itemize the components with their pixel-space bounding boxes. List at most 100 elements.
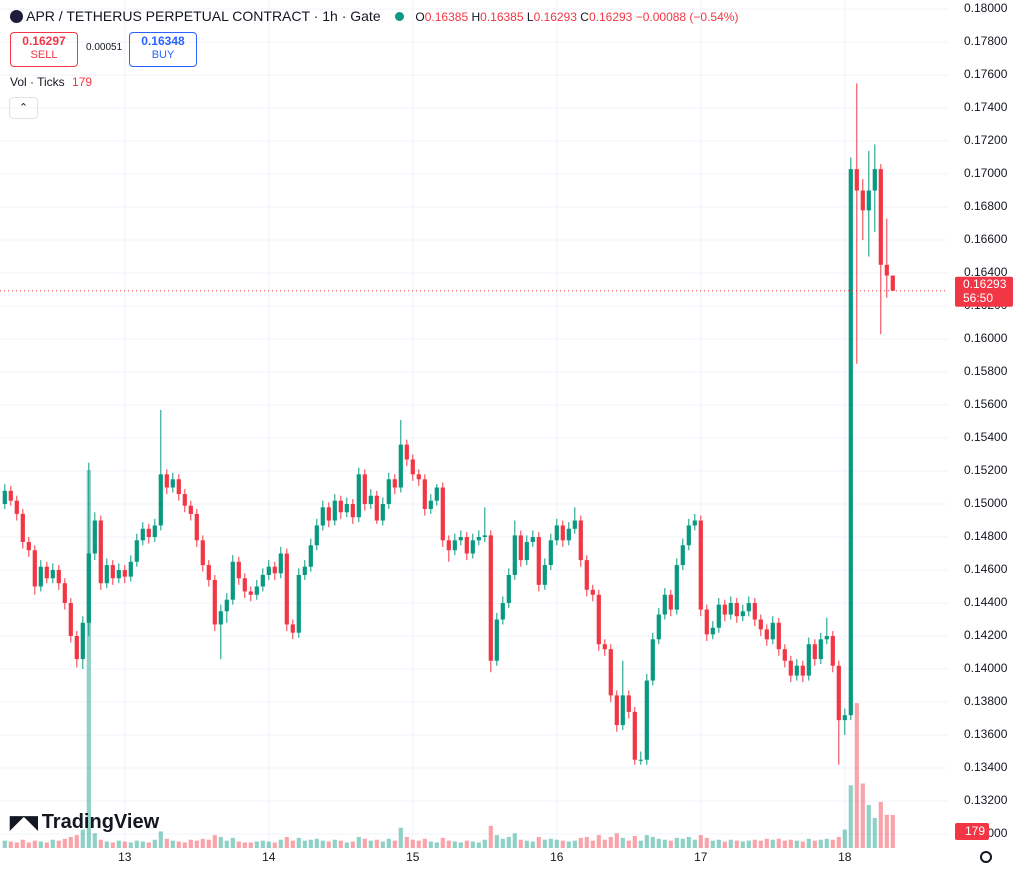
spread: 0.00051 [86, 42, 123, 53]
volume-bar [764, 838, 769, 848]
volume-bar [644, 835, 649, 848]
volume-bar [842, 829, 847, 848]
x-tick-label: 18 [838, 850, 852, 864]
candle-body [662, 594, 667, 615]
volume-bar [254, 841, 259, 848]
candle-body [158, 474, 163, 526]
ohlc-value: 0.16293 [588, 10, 633, 24]
volume-bar [194, 840, 199, 848]
volume-bar [458, 842, 463, 848]
candle-body [800, 665, 805, 676]
volume-bar [488, 825, 493, 848]
volume-bar [104, 841, 109, 848]
y-tick-label: 0.18000 [964, 1, 1008, 15]
volume-bar [284, 836, 289, 848]
collapse-button[interactable]: ⌃ [9, 97, 38, 119]
volume-label: 179 [965, 824, 985, 838]
candle-body [686, 525, 691, 546]
candle-body [368, 495, 373, 505]
candle-body [620, 695, 625, 726]
volume-bar [140, 841, 145, 848]
candle-body [692, 520, 697, 526]
volume-bar [476, 842, 481, 848]
candle-body [374, 495, 379, 521]
volume-bar [212, 835, 217, 848]
candle-body [650, 639, 655, 681]
brand-text: TradingView [41, 811, 160, 833]
candle-body [386, 479, 391, 505]
volume-label-box [955, 823, 989, 841]
ohlc-value: 0.16385 [424, 10, 469, 24]
volume-bar [206, 839, 211, 848]
candle-body [20, 513, 25, 542]
candle-body [518, 535, 523, 561]
candle-body [596, 594, 601, 645]
volume-bar [836, 836, 841, 848]
volume-bar [266, 841, 271, 848]
status-dot [394, 12, 404, 21]
x-tick-label: 15 [406, 850, 420, 864]
sell-button[interactable]: 0.16297 SELL [10, 32, 78, 67]
candle-body [638, 759, 643, 761]
volume-bar [710, 840, 715, 848]
candle-body [332, 500, 337, 521]
volume-bar [62, 838, 67, 848]
candle-body [680, 545, 685, 566]
volume-bar [230, 837, 235, 848]
y-tick-label: 0.15400 [964, 430, 1008, 444]
volume-bar [68, 836, 73, 848]
volume-bar [890, 815, 895, 848]
volume-bar [554, 839, 559, 848]
volume-bar [854, 703, 859, 848]
y-tick-label: 0.15200 [964, 463, 1008, 477]
volume-bar [176, 841, 181, 848]
candle-body [380, 504, 385, 521]
candle-body [254, 586, 259, 595]
volume-bar [80, 829, 85, 848]
volume-bar [332, 839, 337, 848]
volume-bar [434, 842, 439, 848]
volume-bar [302, 840, 307, 848]
candle-body [614, 695, 619, 726]
candle-body [842, 715, 847, 721]
candle-body [764, 629, 769, 640]
candle-body [878, 169, 883, 265]
candle-body [8, 490, 13, 501]
candle-body [44, 566, 49, 579]
volume-bar [314, 838, 319, 848]
candle-body [440, 487, 445, 541]
symbol-title[interactable]: APR / TETHERUS PERPETUAL CONTRACT · 1h ·… [26, 8, 381, 24]
settings-icon[interactable] [980, 851, 992, 863]
volume-bar [44, 842, 49, 848]
volume-bar [620, 837, 625, 848]
volume-bar [680, 838, 685, 848]
volume-bar [32, 840, 37, 848]
ohlc-label: C [580, 10, 589, 24]
candle-body [572, 520, 577, 529]
volume-bar [824, 838, 829, 848]
volume-bar [782, 840, 787, 848]
sell-price: 0.16297 [22, 34, 66, 48]
candle-body [170, 479, 175, 488]
y-tick-label: 0.14000 [964, 661, 1008, 675]
candle-body [722, 604, 727, 615]
y-tick-label: 0.14600 [964, 562, 1008, 576]
candle-body [146, 528, 151, 538]
candle-body [176, 479, 181, 495]
volume-bar [758, 840, 763, 848]
volume-bar [392, 840, 397, 848]
volume-bar [344, 842, 349, 848]
candle-body [206, 565, 211, 580]
candle-body [224, 599, 229, 612]
volume-bar [596, 835, 601, 848]
volume-bar [410, 839, 415, 848]
buy-button[interactable]: 0.16348 BUY [129, 32, 197, 67]
volume-bar [362, 838, 367, 848]
buy-label: BUY [151, 49, 175, 61]
volume-bar [422, 838, 427, 848]
volume-bar [338, 840, 343, 848]
candle-body [74, 636, 79, 660]
candle-body [122, 570, 127, 577]
ohlc-label: L [526, 10, 534, 24]
sell-label: SELL [30, 49, 58, 61]
